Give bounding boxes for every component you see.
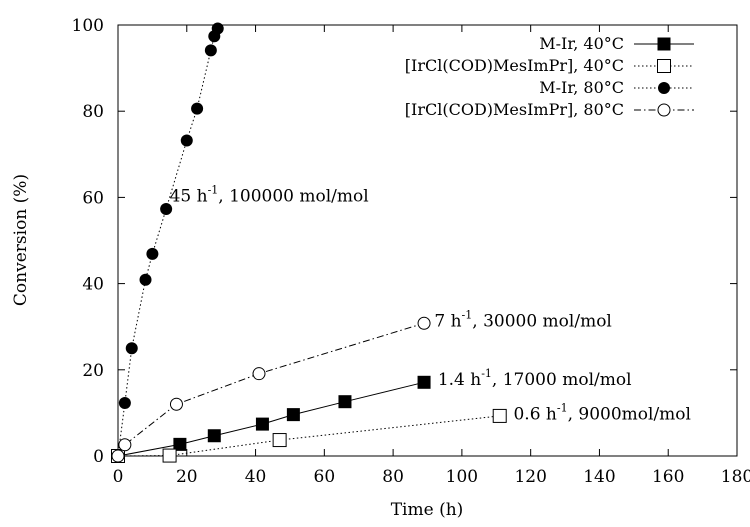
axis-ticks: 0 20 40 60 80 100 120 140 160 180 0 20 40 60 80 100: [72, 16, 750, 487]
data-point: [211, 22, 224, 35]
data-point: [173, 437, 187, 451]
y-tick-label: 100: [72, 16, 104, 36]
data-point: [492, 408, 507, 423]
series-4: [111, 316, 431, 463]
series-line: [117, 381, 425, 457]
data-point: [125, 342, 138, 355]
legend-entry-label: M-Ir, 80°C: [539, 78, 624, 97]
data-point: [111, 449, 125, 463]
plot-frame: [117, 24, 738, 457]
series-line: [117, 322, 425, 457]
data-point: [118, 396, 131, 409]
legend-entry-label: M-Ir, 40°C: [539, 34, 624, 53]
annotations: 45 h-1, 100000 mol/mol 7 h-1, 30000 mol/m…: [170, 184, 691, 425]
x-tick-label: 120: [514, 467, 546, 487]
data-point: [191, 102, 204, 115]
data-point: [207, 429, 221, 443]
series-layer: [111, 22, 507, 463]
data-point: [286, 408, 300, 422]
y-tick-label: 0: [93, 447, 104, 467]
rate-annotation: 45 h-1, 100000 mol/mol: [170, 184, 369, 207]
data-point: [417, 316, 431, 330]
x-tick-label: 40: [245, 467, 267, 487]
data-point: [139, 273, 152, 286]
legend: M-Ir, 40°C [IrCl(COD)MesImPr], 40°C M-Ir, …: [405, 34, 694, 119]
x-axis-label: Time (h): [391, 500, 464, 520]
data-point: [255, 417, 269, 431]
data-point: [204, 44, 217, 57]
x-tick-label: 100: [446, 467, 478, 487]
y-axis-label: Conversion (%): [11, 174, 31, 306]
data-point: [162, 448, 177, 463]
data-point: [272, 433, 287, 448]
data-point: [169, 397, 183, 411]
x-tick-label: 140: [583, 467, 615, 487]
data-point: [338, 395, 352, 409]
x-tick-label: 0: [113, 467, 124, 487]
legend-marker: [657, 103, 671, 117]
data-point: [118, 438, 132, 452]
series-2: [111, 408, 507, 463]
x-tick-label: 160: [652, 467, 684, 487]
series-1: [111, 375, 431, 463]
series-line: [117, 415, 500, 457]
data-point: [146, 247, 159, 260]
legend-marker: [657, 59, 671, 73]
data-point: [417, 375, 431, 389]
rate-annotation: 0.6 h-1, 9000mol/mol: [513, 401, 691, 424]
y-tick-label: 80: [82, 102, 104, 122]
x-tick-label: 60: [314, 467, 336, 487]
x-tick-label: 20: [176, 467, 198, 487]
x-tick-label: 80: [382, 467, 404, 487]
data-point: [180, 134, 193, 147]
data-point: [160, 203, 173, 216]
legend-marker: [657, 37, 671, 51]
legend-marker: [658, 82, 670, 94]
rate-annotation: 1.4 h-1, 17000 mol/mol: [438, 367, 632, 390]
y-tick-label: 20: [82, 361, 104, 381]
y-tick-label: 60: [82, 188, 104, 208]
series-3: [112, 22, 224, 462]
x-tick-label: 180: [721, 467, 750, 487]
legend-entry-label: [IrCl(COD)MesImPr], 40°C: [405, 56, 624, 75]
rate-annotation: 7 h-1, 30000 mol/mol: [434, 309, 612, 332]
series-line: [117, 28, 219, 457]
legend-entry-label: [IrCl(COD)MesImPr], 80°C: [405, 100, 624, 119]
y-tick-label: 40: [82, 275, 104, 295]
data-point: [252, 367, 266, 381]
